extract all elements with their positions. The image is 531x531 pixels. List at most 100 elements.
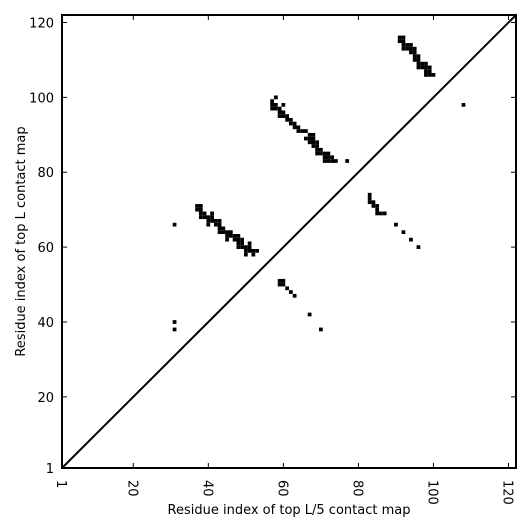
contact-point <box>416 65 421 70</box>
y-tick-label: 120 <box>29 16 54 31</box>
x-tick-label: 80 <box>349 480 364 497</box>
contact-point <box>416 245 421 249</box>
contact-point <box>281 110 286 115</box>
contact-point <box>236 234 241 238</box>
contact-point <box>225 230 229 235</box>
contact-point <box>315 151 320 156</box>
contact-point <box>412 54 417 59</box>
contact-points <box>172 35 466 332</box>
contact-point <box>221 230 226 235</box>
contact-point <box>217 222 222 227</box>
contact-point <box>311 140 316 145</box>
contact-point <box>416 54 421 59</box>
y-tick-label: 60 <box>37 241 54 256</box>
contact-point <box>416 61 421 66</box>
contact-point <box>375 211 380 216</box>
contact-point <box>345 159 350 163</box>
contact-point <box>240 241 244 246</box>
contact-point <box>292 293 297 298</box>
contact-point <box>382 211 387 216</box>
contact-point <box>195 204 199 208</box>
contact-point <box>322 159 327 163</box>
contact-point <box>326 151 331 156</box>
contact-point <box>307 140 312 145</box>
contact-point <box>401 35 406 40</box>
contact-point <box>296 129 301 133</box>
contact-point <box>330 159 335 163</box>
contact-point <box>412 50 417 55</box>
contact-point <box>367 200 372 205</box>
contact-point <box>319 151 323 156</box>
plot-area <box>61 14 517 469</box>
x-tick-label: 100 <box>424 480 439 505</box>
contact-point <box>409 46 413 51</box>
contact-point <box>206 222 211 227</box>
contact-point <box>304 129 308 133</box>
contact-point <box>243 245 248 249</box>
x-tick-label: 120 <box>499 480 514 505</box>
contact-point <box>240 237 244 242</box>
contact-point <box>319 327 323 332</box>
contact-point <box>213 222 218 227</box>
contact-point <box>281 278 286 283</box>
contact-point <box>202 211 207 216</box>
contact-point <box>236 237 241 242</box>
contact-point <box>315 144 320 148</box>
contact-point <box>424 73 428 77</box>
contact-point <box>285 114 289 118</box>
contact-point <box>292 121 297 126</box>
contact-point <box>461 102 466 107</box>
contact-point <box>198 215 203 220</box>
x-tick-label: 60 <box>274 480 289 497</box>
diagonal-line <box>61 14 517 469</box>
contact-point <box>210 219 214 223</box>
contact-point <box>307 312 312 317</box>
contact-point <box>195 207 199 212</box>
contact-point <box>270 102 274 107</box>
contact-point <box>334 159 338 163</box>
contact-point <box>277 106 282 111</box>
contact-point <box>397 35 402 40</box>
contact-point <box>330 155 335 160</box>
contact-point <box>236 241 241 246</box>
contact-point <box>326 159 331 163</box>
contact-point <box>232 234 237 238</box>
contact-point <box>371 204 376 208</box>
contact-point <box>292 125 297 130</box>
contact-point <box>326 155 331 160</box>
y-tick-label: 20 <box>37 391 54 406</box>
contact-point <box>401 46 406 51</box>
contact-point <box>247 248 252 253</box>
contact-point <box>281 102 286 107</box>
contact-point <box>322 155 327 160</box>
y-tick-label: 40 <box>37 316 54 331</box>
contact-point <box>277 282 282 287</box>
contact-point <box>210 211 214 216</box>
contact-point <box>198 211 203 216</box>
x-tick-label: 20 <box>124 480 139 497</box>
contact-point <box>217 219 222 223</box>
contact-point <box>273 106 278 111</box>
contact-point <box>277 114 282 118</box>
y-axis-label: Residue index of top L contact map <box>14 126 29 356</box>
contact-point <box>431 73 436 77</box>
contact-point <box>367 196 372 201</box>
contact-point <box>251 248 256 253</box>
contact-point <box>371 200 376 205</box>
contact-point <box>405 46 410 51</box>
contact-point <box>240 245 244 249</box>
contact-point <box>281 114 286 118</box>
contact-point <box>247 241 252 246</box>
contact-point <box>217 226 222 231</box>
x-axis-label: Residue index of top L/5 contact map <box>168 503 411 518</box>
contact-point <box>236 245 241 249</box>
contact-point <box>225 234 229 238</box>
x-tick-label: 40 <box>199 480 214 497</box>
contact-point <box>420 61 425 66</box>
contact-point <box>217 230 222 235</box>
contact-point <box>307 132 312 137</box>
contact-point <box>315 140 320 145</box>
contact-point <box>228 234 233 238</box>
